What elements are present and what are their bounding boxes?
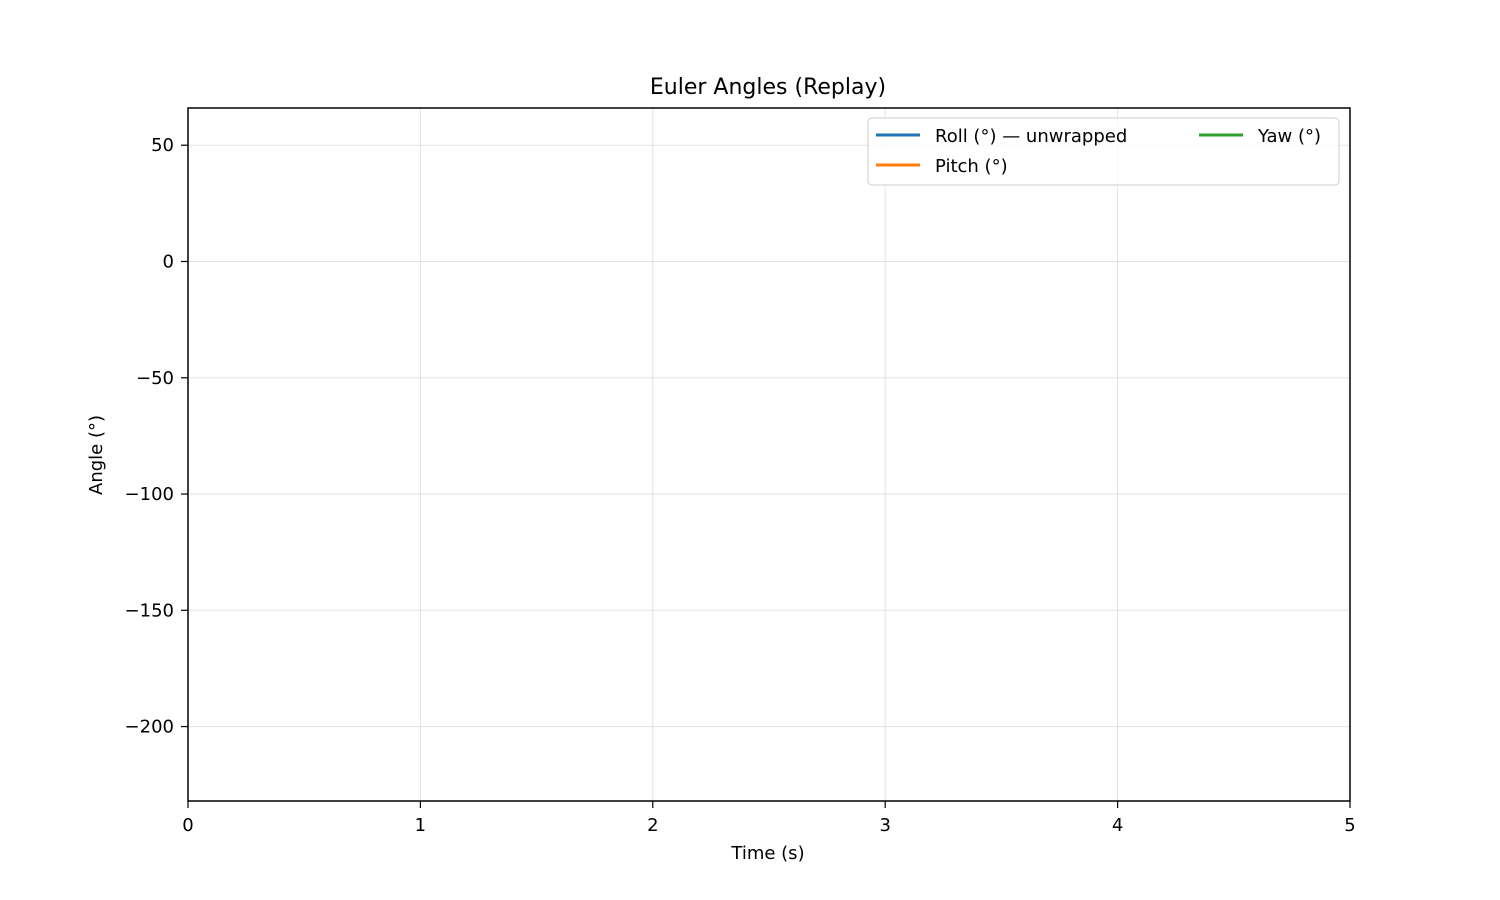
x-tick-label: 0 [182,815,193,836]
plot-frame [187,107,1351,802]
legend-label-1: Pitch (°) [935,156,1008,177]
legend-label-0: Roll (°) — unwrapped [935,126,1127,147]
y-tick-label: −200 [125,717,174,738]
legend: Roll (°) — unwrapped Pitch (°) Yaw (°) [867,117,1340,186]
y-tick-label: 0 [163,251,174,272]
chart-title: Euler Angles (Replay) [650,75,886,100]
x-tick-label: 1 [415,815,426,836]
x-tick-label: 5 [1344,815,1355,836]
x-tick-label: 2 [647,815,658,836]
y-tick-label: 50 [151,135,174,156]
x-axis-label: Time (s) [730,843,804,864]
x-tick-label: 3 [879,815,890,836]
y-axis-label: Angle (°) [86,415,107,495]
x-tick-label: 4 [1112,815,1123,836]
y-tick-label: −100 [125,484,174,505]
legend-label-2: Yaw (°) [1257,126,1321,147]
y-tick-label: −150 [125,600,174,621]
axis-ticks: 0 1 2 3 4 5 50 0 −50 −100 −150 −200 [125,135,1356,836]
y-tick-label: −50 [136,368,174,389]
